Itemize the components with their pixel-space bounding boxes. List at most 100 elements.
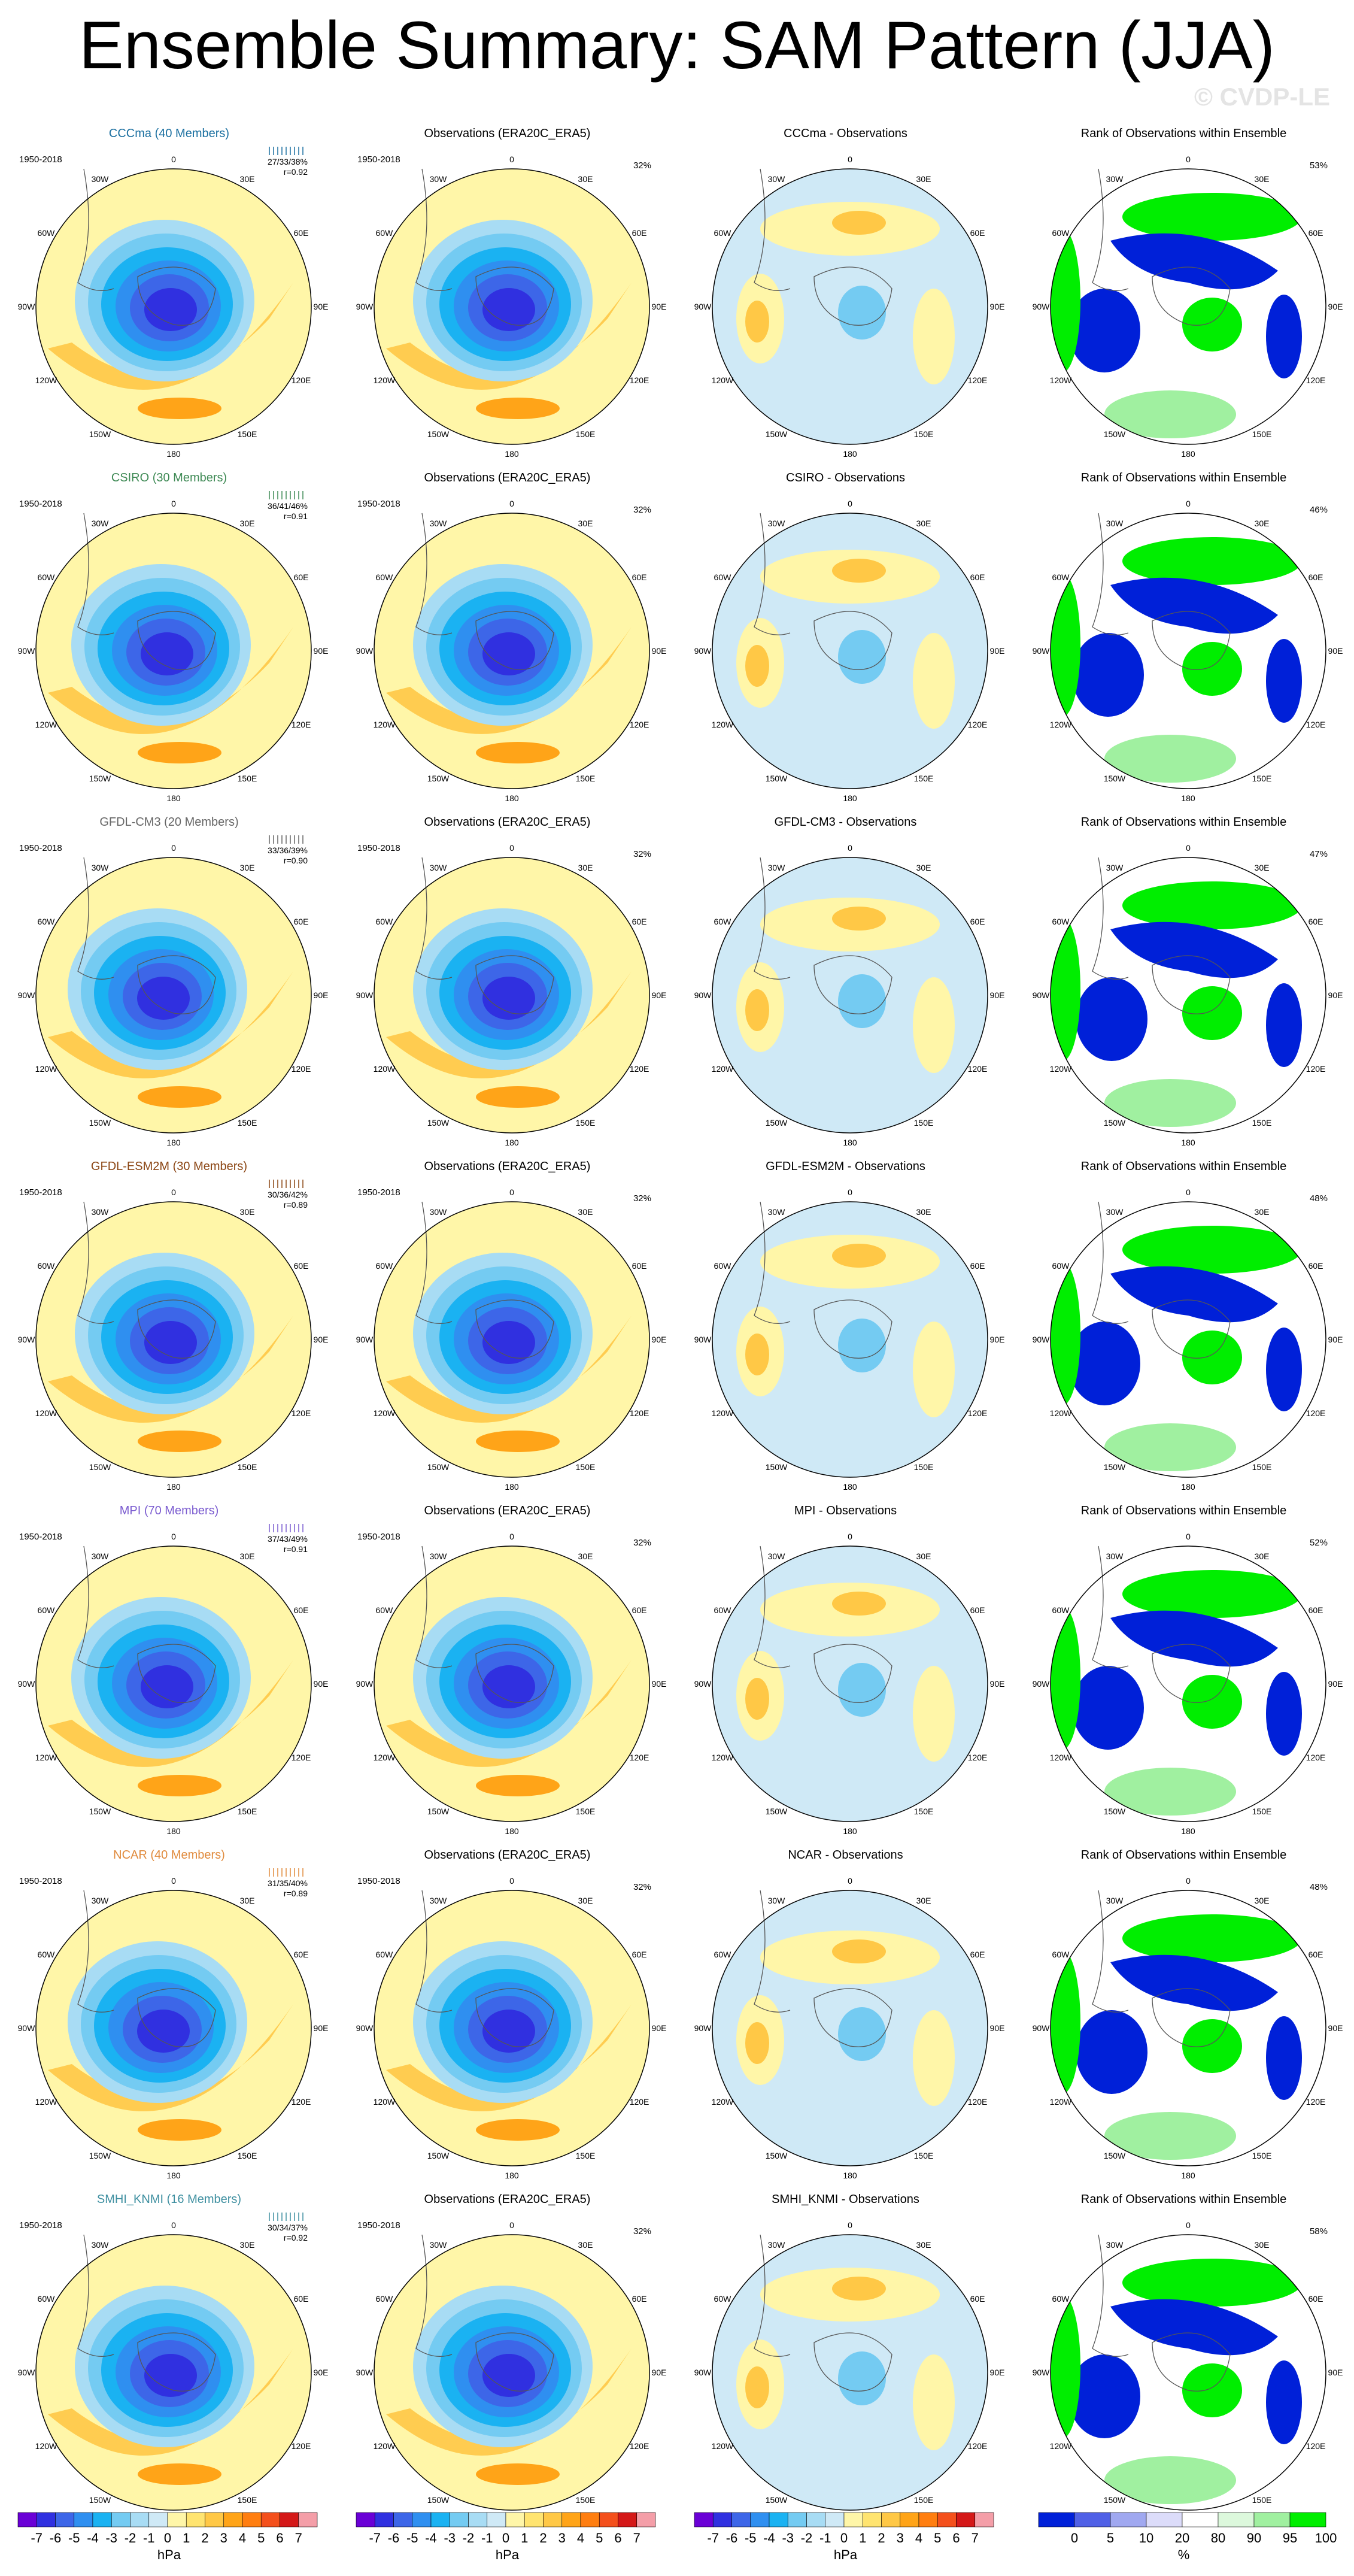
lon-label: 150W — [89, 1118, 111, 1128]
diff-panel: 0 30E 60E 90E 120E 150E 180 150W 120W 90W 60W 30W GF… — [676, 1160, 1015, 1504]
lon-label: 60W — [714, 917, 732, 926]
colorbar-swatch — [787, 2512, 807, 2527]
lon-label: 150E — [576, 1118, 596, 1128]
diff-map: 0 30E 60E 90E 120E 150E 180 150W 120W 90W 60W 30W — [694, 1187, 1005, 1492]
lon-label: 150W — [766, 1118, 788, 1128]
colorbar-swatch — [487, 2512, 506, 2527]
lon-label: 60E — [970, 572, 985, 582]
obs-title: Observations (ERA20C_ERA5) — [424, 127, 591, 140]
lon-label: 90W — [1033, 646, 1051, 656]
lon-label: 90W — [356, 646, 374, 656]
lon-label: 150E — [238, 2495, 257, 2505]
colorbar-swatch — [167, 2512, 187, 2527]
lon-label: 120E — [1306, 375, 1326, 385]
rank-panel: 0 30E 60E 90E 120E 150E 180 150W 120W 90W 60W 30W Ra… — [1015, 471, 1353, 816]
obs-title: Observations (ERA20C_ERA5) — [424, 1848, 591, 1862]
model-title: MPI (70 Members) — [119, 1504, 219, 1517]
diff-title: GFDL-ESM2M - Observations — [766, 1160, 925, 1173]
colorbar-swatch — [260, 2512, 280, 2527]
lon-label: 0 — [848, 499, 852, 508]
model-stats: 30/36/42% r=0.89 — [236, 1178, 308, 1210]
lon-label: 30E — [1255, 519, 1270, 528]
lon-label: 30E — [916, 1896, 931, 1905]
page-title: Ensemble Summary: SAM Pattern (JJA) — [79, 8, 1275, 83]
lon-label: 120W — [712, 1064, 734, 1074]
lon-label: 120W — [35, 2441, 57, 2451]
colorbar-swatch — [223, 2512, 243, 2527]
period-label: 1950-2018 — [19, 154, 62, 165]
lon-label: 0 — [848, 154, 852, 164]
lon-label: 60E — [294, 917, 309, 926]
lon-label: 30E — [240, 174, 255, 184]
lon-label: 90W — [18, 990, 36, 1000]
lon-label: 60E — [294, 2294, 309, 2304]
colorbar-swatch — [618, 2512, 637, 2527]
colorbar-tick-label: 3 — [220, 2530, 227, 2545]
diff-panel: 0 30E 60E 90E 120E 150E 180 150W 120W 90W 60W 30W CS… — [676, 471, 1015, 816]
lon-label: 30E — [1255, 174, 1270, 184]
lon-label: 0 — [1186, 154, 1191, 164]
lon-label: 60E — [1309, 1950, 1323, 1959]
lon-label: 30E — [578, 1551, 593, 1561]
lon-label: 60E — [1309, 1605, 1323, 1615]
lon-label: 150W — [1104, 1462, 1126, 1472]
colorbar-tick-label: 5 — [1107, 2530, 1114, 2545]
pattern-panel: 030E60E90E120E150E180150W120W90W60W30WSM… — [0, 2193, 338, 2537]
lon-label: 30W — [768, 2240, 786, 2250]
stats-correlation: r=0.90 — [283, 856, 308, 865]
lon-label: 90W — [356, 2368, 374, 2377]
colorbar-tick-label: 20 — [1175, 2530, 1189, 2545]
lon-label: 60W — [376, 917, 394, 926]
model-row: 0 30E 60E 90E 120E 150E 180 150W 120W 90W 60W 30W NC… — [0, 1848, 1354, 2193]
period-label: 1950-2018 — [357, 2220, 400, 2230]
rank-title: Rank of Observations within Ensemble — [1080, 1848, 1287, 1862]
lon-label: 120E — [1306, 1753, 1326, 1762]
lon-label: 30E — [578, 1207, 593, 1217]
lon-label: 150E — [238, 774, 257, 783]
lon-label: 60W — [38, 1605, 56, 1615]
lon-label: 90E — [1328, 646, 1343, 656]
lon-label: 150E — [1252, 1118, 1272, 1128]
lon-label: 150E — [914, 2151, 934, 2160]
period-label: 1950-2018 — [19, 1187, 62, 1198]
diff-map: 0 30E 60E 90E 120E 150E 180 150W 120W 90W 60W 30W — [694, 1532, 1005, 1836]
lon-label: 30E — [916, 1551, 931, 1561]
lon-label: 120E — [292, 2441, 311, 2451]
rank-percent: 52% — [1309, 1538, 1328, 1548]
lon-label: 30W — [430, 174, 448, 184]
colorbar-pattern: -7 -6 -5 -4 -3 -2 -1 0 1 2 3 4 5 6 7 hPa — [0, 2501, 338, 2566]
colorbar-swatch — [636, 2512, 656, 2527]
lon-label: 90W — [694, 990, 712, 1000]
lon-label: 30W — [430, 863, 448, 872]
diff-title: MPI - Observations — [794, 1504, 897, 1517]
rank-percent: 53% — [1309, 160, 1328, 171]
colorbar-swatch — [1074, 2512, 1111, 2527]
lon-label: 150E — [238, 1807, 257, 1816]
lon-label: 60E — [632, 1261, 647, 1271]
lon-label: 120E — [968, 2441, 988, 2451]
colorbar-tick-label: -6 — [726, 2530, 738, 2545]
lon-label: 180 — [505, 1826, 519, 1836]
pattern-panel: 0 30E 60E 90E 120E 150E 180 150W 120W 90W 60W 30W GF… — [0, 816, 338, 1160]
rank-percent: 58% — [1309, 2226, 1328, 2236]
obs-panel: 0 30E 60E 90E 120E 150E 180 150W 120W 90W 60W 30W Ob… — [338, 1848, 676, 2193]
colorbar-unit: hPa — [157, 2547, 181, 2562]
lon-label: 120E — [292, 1753, 311, 1762]
lon-label: 120E — [968, 375, 988, 385]
pattern-panel: 0 30E 60E 90E 120E 150E 180 150W 120W 90W 60W 30W NC… — [0, 1848, 338, 2193]
lon-label: 60E — [632, 228, 647, 238]
lon-label: 30E — [240, 519, 255, 528]
lon-label: 30E — [916, 519, 931, 528]
lon-label: 60E — [632, 1605, 647, 1615]
colorbar-swatch — [974, 2512, 994, 2527]
rank-title: Rank of Observations within Ensemble — [1080, 127, 1287, 140]
lon-label: 60E — [970, 1605, 985, 1615]
colorbar-tick-label: 7 — [295, 2530, 302, 2545]
lon-label: 120W — [1050, 1408, 1072, 1418]
